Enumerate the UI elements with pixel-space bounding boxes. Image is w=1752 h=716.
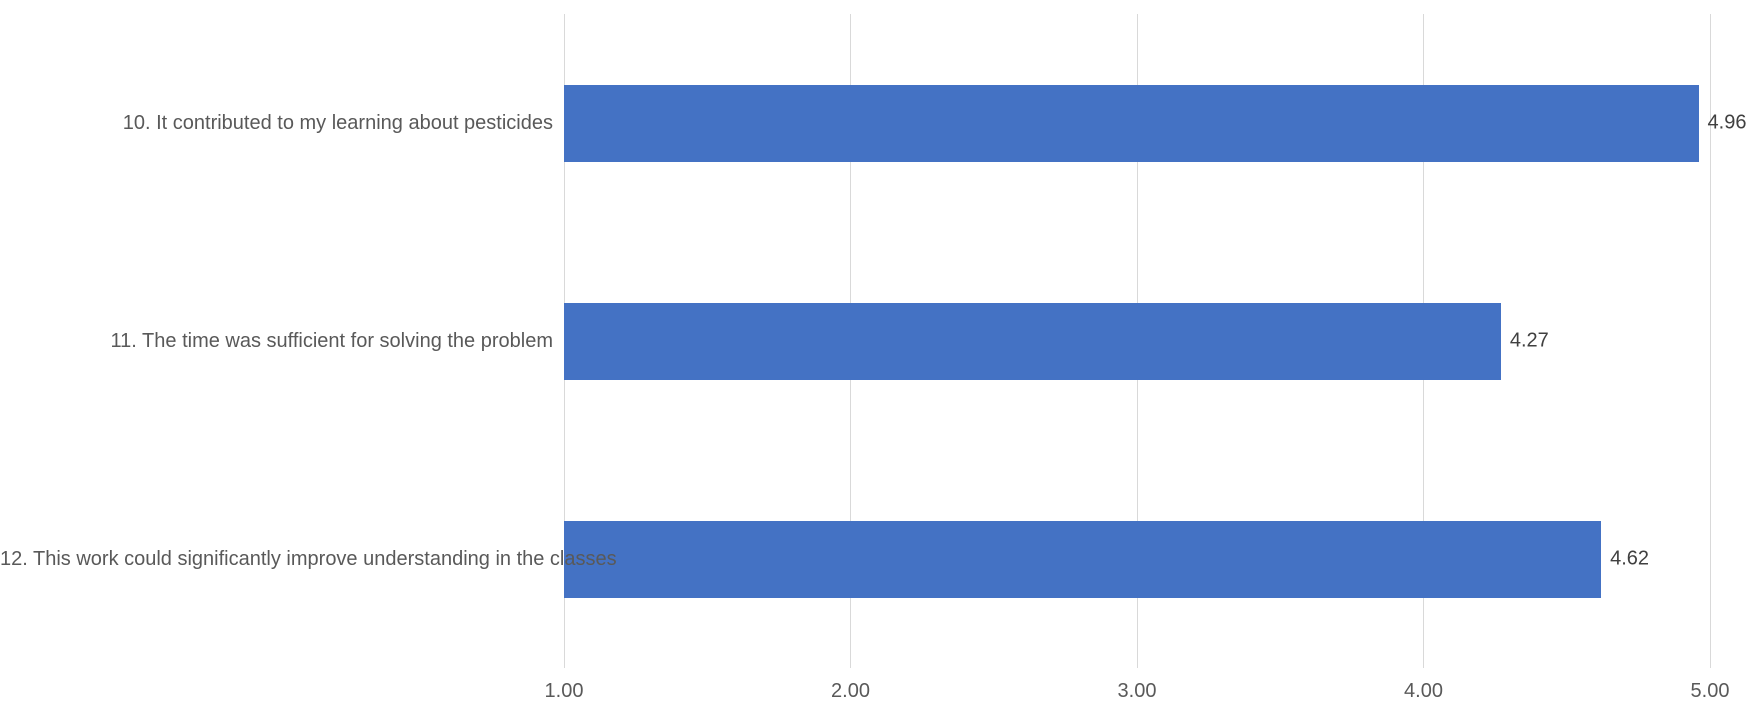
gridline xyxy=(1709,14,1711,668)
x-axis-tick-label: 1.00 xyxy=(544,680,584,702)
category-label: 11. The time was sufficient for solving … xyxy=(110,330,553,352)
x-axis-tick-label: 2.00 xyxy=(831,680,870,702)
x-axis-tick-label: 5.00 xyxy=(1690,680,1730,702)
bar xyxy=(564,84,1699,162)
bar xyxy=(564,302,1501,380)
category-label: 10. It contributed to my learning about … xyxy=(122,112,553,134)
bar-value-label: 4.27 xyxy=(1509,329,1549,352)
bar-value-label: 4.96 xyxy=(1707,111,1747,134)
plot-area: 4.96 4.27 4.62 xyxy=(563,14,1746,668)
bar xyxy=(564,520,1602,598)
x-axis-tick-label: 3.00 xyxy=(1117,680,1157,702)
x-axis-tick-label: 4.00 xyxy=(1404,680,1443,702)
bar-value-label: 4.62 xyxy=(1610,547,1650,570)
category-label: 12. This work could significantly improv… xyxy=(0,548,617,570)
